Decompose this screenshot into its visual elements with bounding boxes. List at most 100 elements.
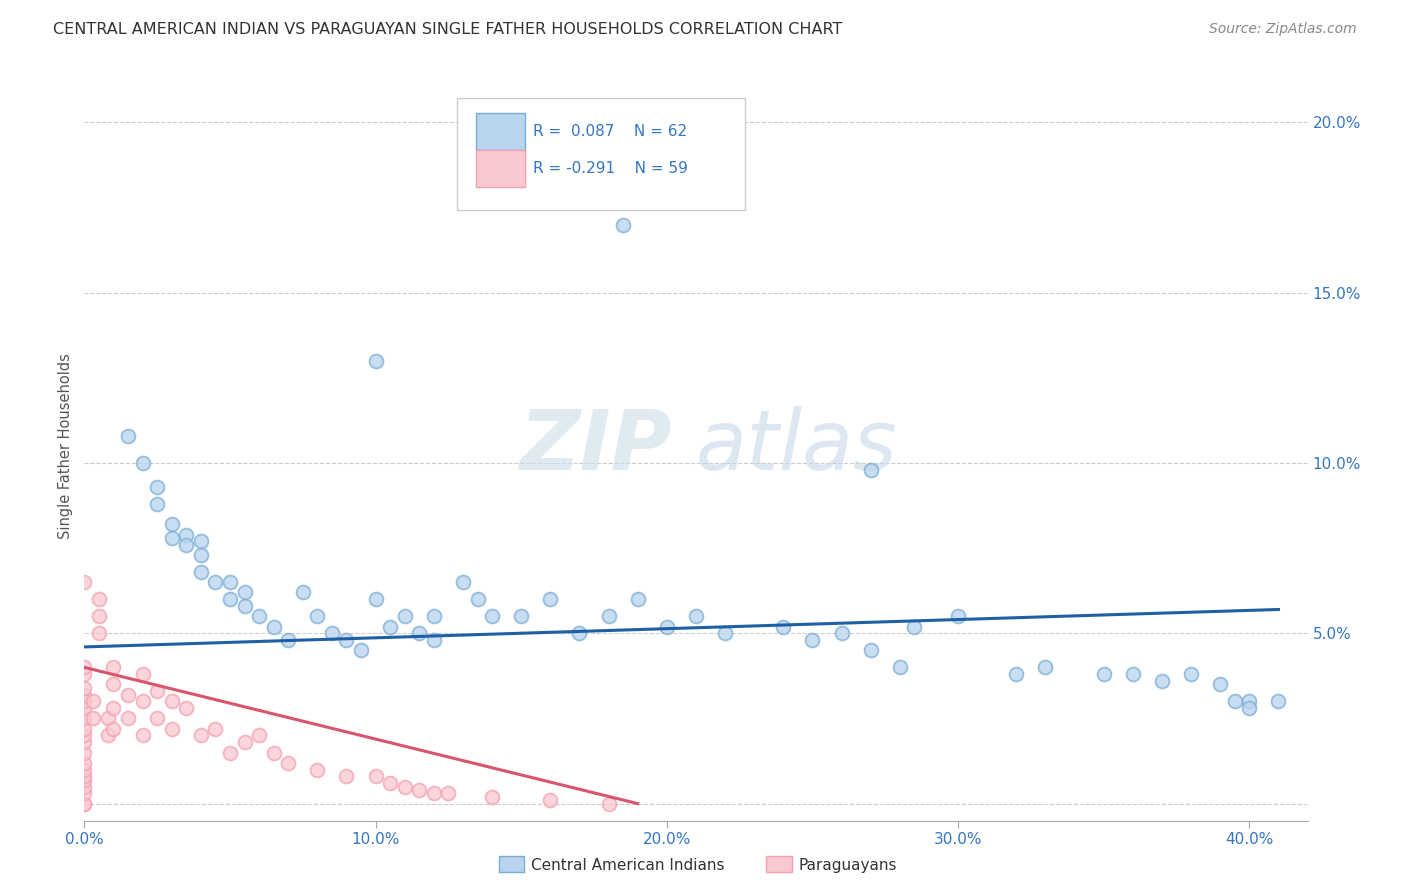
Point	[831, 626, 853, 640]
Point	[408, 626, 430, 640]
Point	[82, 711, 104, 725]
Point	[73, 756, 96, 770]
Point	[423, 633, 446, 648]
Point	[481, 609, 503, 624]
Point	[73, 735, 96, 749]
Y-axis label: Single Father Households: Single Father Households	[58, 353, 73, 539]
Point	[451, 575, 474, 590]
Point	[655, 619, 678, 633]
Point	[568, 626, 591, 640]
Point	[73, 729, 96, 743]
Point	[103, 660, 125, 674]
Point	[73, 797, 96, 811]
Point	[87, 609, 110, 624]
Point	[538, 793, 561, 807]
Point	[277, 633, 299, 648]
Point	[131, 456, 153, 470]
Point	[1239, 694, 1261, 708]
Point	[131, 667, 153, 681]
Point	[263, 619, 285, 633]
Point	[801, 633, 824, 648]
Point	[233, 735, 256, 749]
Point	[335, 769, 357, 783]
Point	[714, 626, 737, 640]
Point	[598, 797, 620, 811]
Point	[233, 585, 256, 599]
FancyBboxPatch shape	[475, 150, 524, 187]
Point	[1092, 667, 1115, 681]
Point	[73, 786, 96, 800]
Point	[73, 763, 96, 777]
Point	[117, 688, 139, 702]
Point	[423, 786, 446, 800]
Point	[73, 722, 96, 736]
Point	[174, 538, 197, 552]
Point	[146, 480, 169, 494]
Point	[364, 354, 387, 368]
Point	[1150, 673, 1173, 688]
FancyBboxPatch shape	[457, 97, 745, 210]
Point	[190, 534, 212, 549]
Point	[772, 619, 794, 633]
Point	[73, 575, 96, 590]
Point	[146, 711, 169, 725]
Point	[219, 746, 242, 760]
Point	[160, 694, 183, 708]
Point	[73, 701, 96, 715]
Point	[219, 575, 242, 590]
Point	[335, 633, 357, 648]
Point	[1223, 694, 1246, 708]
Point	[247, 729, 270, 743]
Point	[146, 684, 169, 698]
Point	[321, 626, 343, 640]
Point	[423, 609, 446, 624]
Point	[481, 789, 503, 804]
Point	[103, 677, 125, 691]
Text: Central American Indians: Central American Indians	[531, 858, 725, 872]
Point	[364, 769, 387, 783]
Point	[190, 548, 212, 562]
Point	[380, 776, 402, 790]
Point	[263, 746, 285, 760]
Point	[160, 517, 183, 532]
Point	[73, 780, 96, 794]
Text: CENTRAL AMERICAN INDIAN VS PARAGUAYAN SINGLE FATHER HOUSEHOLDS CORRELATION CHART: CENTRAL AMERICAN INDIAN VS PARAGUAYAN SI…	[53, 22, 842, 37]
Point	[73, 667, 96, 681]
FancyBboxPatch shape	[475, 112, 524, 150]
Point	[97, 711, 120, 725]
Point	[204, 575, 226, 590]
Point	[291, 585, 314, 599]
Text: R =  0.087    N = 62: R = 0.087 N = 62	[533, 124, 688, 139]
Point	[380, 619, 402, 633]
Point	[394, 609, 416, 624]
Point	[160, 722, 183, 736]
Point	[204, 722, 226, 736]
Point	[350, 643, 373, 657]
Point	[190, 565, 212, 579]
Point	[247, 609, 270, 624]
Point	[1035, 660, 1057, 674]
Point	[307, 609, 329, 624]
Point	[87, 592, 110, 607]
Point	[73, 797, 96, 811]
Point	[131, 729, 153, 743]
Point	[190, 729, 212, 743]
Point	[859, 463, 882, 477]
Point	[467, 592, 489, 607]
Point	[174, 701, 197, 715]
Point	[97, 729, 120, 743]
Point	[131, 694, 153, 708]
Point	[73, 711, 96, 725]
Point	[73, 688, 96, 702]
Point	[277, 756, 299, 770]
Point	[73, 746, 96, 760]
Point	[82, 694, 104, 708]
Point	[103, 701, 125, 715]
Point	[103, 722, 125, 736]
Point	[685, 609, 707, 624]
Point	[627, 592, 650, 607]
Point	[146, 497, 169, 511]
Text: ZIP: ZIP	[519, 406, 672, 486]
Point	[1239, 701, 1261, 715]
Point	[394, 780, 416, 794]
